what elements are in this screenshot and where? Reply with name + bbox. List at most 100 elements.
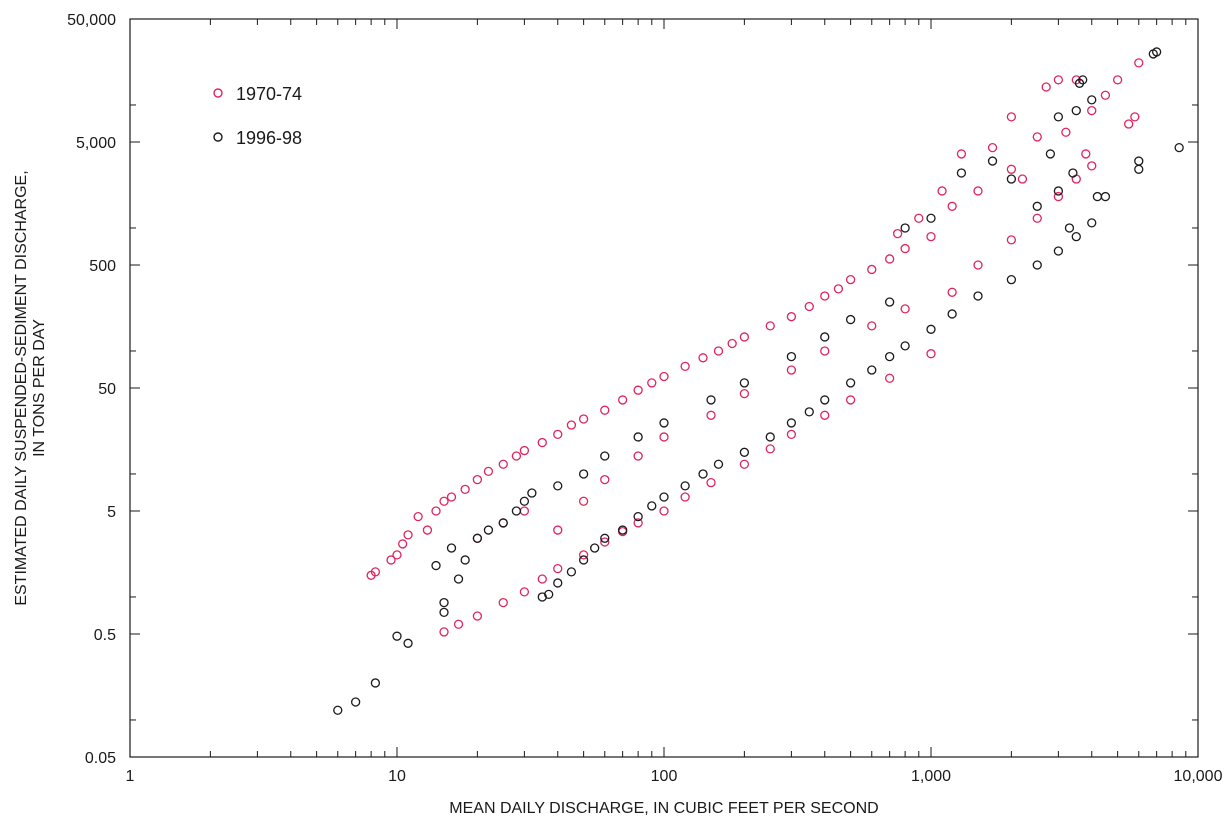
data-point: [483, 466, 494, 477]
data-point: [600, 451, 610, 461]
data-point: [1068, 168, 1078, 178]
x-axis-tick-labels: 1 10 100 1,000 10,000: [126, 768, 1223, 785]
data-point: [845, 275, 856, 285]
data-point: [472, 474, 483, 485]
data-point: [786, 429, 797, 439]
data-point: [947, 201, 957, 211]
data-point: [403, 638, 413, 648]
data-point: [633, 518, 643, 528]
y-axis-tick-labels: 0.05 0.5 5 50 500 5,000 50,000: [67, 12, 116, 767]
data-point: [1100, 191, 1111, 202]
data-point: [511, 506, 522, 516]
data-point: [1134, 164, 1144, 174]
data-point: [633, 511, 643, 522]
y-tick-label: 50,000: [67, 12, 116, 29]
data-point: [370, 678, 381, 688]
data-point: [1045, 149, 1056, 159]
data-point: [370, 567, 381, 577]
data-point: [947, 287, 957, 297]
data-point: [884, 351, 895, 362]
data-point: [900, 341, 910, 351]
data-point: [867, 264, 877, 275]
data-point: [498, 459, 508, 469]
y-axis-title: ESTIMATED DAILY SUSPENDED-SEDIMENT DISCH…: [13, 170, 48, 605]
series-1970-74: [366, 58, 1144, 637]
x-tick-label: 10: [388, 768, 406, 785]
data-point: [1053, 246, 1064, 256]
data-point: [947, 309, 957, 319]
data-point: [739, 459, 750, 469]
legend-marker-1996-98: [213, 132, 223, 142]
data-point: [973, 260, 983, 270]
data-point: [1017, 174, 1028, 184]
data-point: [659, 432, 669, 442]
y-axis-title-line-2: IN TONS PER DAY: [31, 319, 48, 457]
data-point: [519, 445, 530, 456]
data-point: [867, 321, 877, 331]
data-point: [392, 550, 402, 560]
data-point: [1078, 75, 1088, 85]
data-point: [1053, 112, 1064, 122]
data-point: [884, 254, 895, 264]
data-point: [680, 481, 690, 491]
data-point: [713, 346, 724, 356]
data-point: [786, 365, 797, 375]
data-point: [706, 395, 716, 405]
data-point: [867, 365, 877, 375]
data-point: [600, 533, 610, 543]
data-point: [1087, 218, 1097, 228]
data-point: [786, 418, 797, 428]
data-point: [600, 405, 610, 415]
data-point: [392, 631, 402, 641]
data-point: [453, 619, 464, 629]
data-point: [537, 437, 547, 448]
data-point: [956, 168, 967, 178]
data-point: [578, 414, 589, 424]
data-point: [713, 459, 724, 469]
data-point: [1124, 119, 1134, 129]
data-point: [786, 312, 797, 322]
data-point: [820, 410, 830, 420]
data-point: [739, 388, 750, 399]
data-point: [1053, 191, 1064, 202]
data-point: [706, 477, 716, 488]
data-point: [553, 563, 563, 574]
data-point: [680, 492, 690, 502]
data-point: [446, 492, 457, 502]
data-point: [804, 407, 814, 417]
data-point: [519, 587, 530, 597]
data-point: [659, 506, 669, 516]
data-point: [820, 346, 830, 356]
data-point: [937, 186, 947, 196]
data-point: [739, 447, 750, 457]
data-point: [926, 213, 936, 223]
data-point: [413, 511, 423, 522]
legend: 1970-74 1996-98: [213, 84, 302, 148]
data-point: [900, 304, 910, 314]
data-point: [926, 324, 936, 334]
legend-marker-1970-74: [213, 88, 223, 98]
data-point: [659, 492, 669, 502]
y-tick-label: 500: [89, 258, 116, 275]
data-point: [739, 378, 750, 388]
data-point: [1064, 223, 1075, 233]
data-point: [453, 574, 464, 584]
data-point: [566, 420, 577, 430]
data-point: [914, 213, 924, 223]
data-point: [820, 395, 830, 405]
series-layer: [333, 47, 1184, 715]
data-point: [600, 537, 610, 547]
data-point: [553, 578, 563, 588]
data-point: [1006, 235, 1017, 245]
data-point: [680, 361, 690, 371]
data-point: [706, 410, 716, 420]
data-point: [1006, 112, 1017, 122]
data-point: [845, 395, 856, 405]
data-point: [1151, 47, 1162, 57]
data-point: [1041, 82, 1051, 92]
data-point: [566, 567, 577, 577]
data-point: [1174, 142, 1184, 153]
x-tick-label: 1: [126, 768, 135, 785]
data-point: [633, 385, 643, 395]
